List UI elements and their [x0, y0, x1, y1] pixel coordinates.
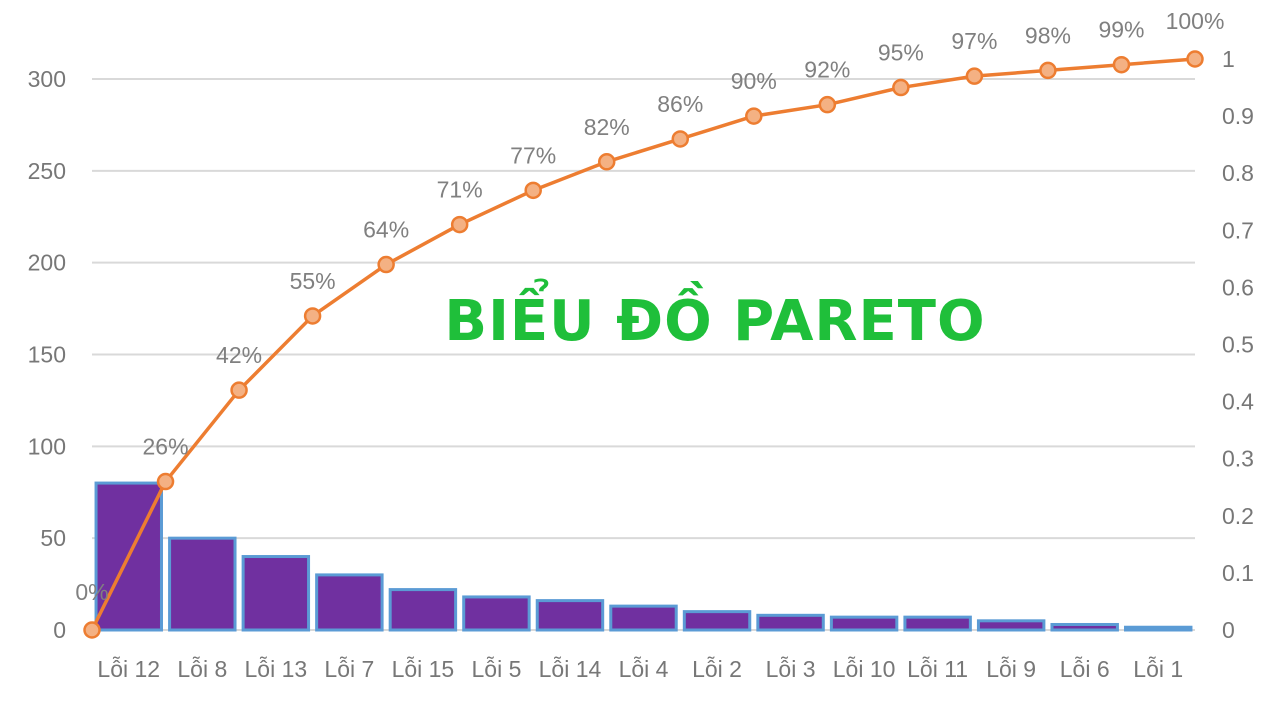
bar-series: [94, 481, 1193, 632]
bar: [1124, 625, 1193, 632]
cumulative-data-label: 97%: [951, 28, 997, 54]
right-tick-label: 1: [1222, 46, 1235, 72]
bar: [241, 555, 311, 632]
cumulative-data-label: 77%: [510, 142, 556, 168]
category-label: Lỗi 11: [907, 656, 968, 682]
cumulative-data-label: 0%: [75, 579, 108, 605]
right-tick-label: 0.4: [1222, 389, 1254, 415]
cumulative-data-label: 100%: [1166, 8, 1225, 34]
left-tick-label: 0: [53, 617, 66, 643]
right-tick-label: 0.8: [1222, 160, 1254, 186]
overlay-title: BIỂU ĐỒ PARETO: [444, 280, 985, 354]
line-marker: [818, 95, 837, 114]
category-label: Lỗi 9: [986, 656, 1036, 682]
bar: [462, 595, 531, 632]
line-marker: [965, 67, 984, 85]
right-tick-label: 0: [1222, 617, 1235, 643]
category-label: Lỗi 10: [833, 656, 896, 682]
cumulative-data-labels: 0% 26% 42% 55% 64% 71% 77% 82% 86% 90% 92% 95% 97% 98…: [75, 8, 1224, 605]
bar: [976, 619, 1046, 632]
line-marker: [745, 107, 763, 125]
right-tick-label: 0.1: [1222, 560, 1254, 586]
bar: [829, 615, 899, 632]
category-label: Lỗi 5: [471, 656, 521, 682]
cumulative-data-label: 86%: [657, 91, 703, 117]
line-marker: [230, 381, 248, 399]
line-marker: [1186, 50, 1204, 68]
line-marker: [671, 130, 690, 148]
category-label: Lỗi 7: [324, 656, 374, 682]
left-tick-label: 200: [28, 250, 66, 276]
category-label: Lỗi 8: [177, 656, 227, 682]
cumulative-data-label: 90%: [731, 68, 777, 94]
right-tick-label: 0.6: [1222, 274, 1254, 300]
bar: [903, 615, 972, 632]
cumulative-line: [90, 57, 1196, 631]
cumulative-data-label: 98%: [1025, 22, 1071, 48]
line-marker: [892, 78, 910, 97]
line-marker: [83, 621, 101, 639]
cumulative-data-label: 82%: [584, 114, 630, 140]
cumulative-data-label: 26%: [143, 434, 189, 460]
right-axis-ticks: 0 0.1 0.2 0.3 0.4 0.5 0.6 0.7 0.8 0.9 1: [1222, 46, 1254, 643]
line-marker: [1112, 55, 1131, 74]
category-label: Lỗi 6: [1060, 656, 1110, 682]
cumulative-data-label: 95%: [878, 40, 924, 66]
left-tick-label: 150: [28, 342, 66, 368]
line-marker: [377, 255, 395, 274]
bar: [388, 588, 458, 632]
category-label: Lỗi 3: [766, 656, 816, 682]
bar: [315, 573, 384, 632]
bar: [168, 536, 237, 632]
category-label: Lỗi 14: [539, 656, 602, 682]
left-tick-label: 50: [40, 525, 66, 551]
left-tick-label: 250: [28, 158, 66, 184]
line-marker: [1039, 61, 1057, 80]
bar: [609, 604, 678, 632]
right-tick-label: 0.7: [1222, 217, 1254, 243]
line-marker: [303, 307, 322, 325]
bar: [756, 613, 825, 632]
right-tick-label: 0.3: [1222, 446, 1254, 472]
line-marker: [597, 153, 616, 171]
category-label: Lỗi 13: [244, 656, 307, 682]
category-label: Lỗi 4: [619, 656, 669, 682]
left-axis-ticks: 0 50 100 150 200 250 300: [28, 66, 66, 643]
left-tick-label: 100: [28, 433, 66, 459]
cumulative-data-label: 71%: [437, 177, 483, 203]
bar: [682, 610, 752, 632]
category-label: Lỗi 2: [692, 656, 742, 682]
cumulative-data-label: 55%: [290, 268, 336, 294]
bar: [535, 599, 605, 632]
line-marker: [156, 472, 175, 491]
category-label: Lỗi 12: [97, 656, 160, 682]
line-marker: [450, 215, 469, 234]
left-tick-label: 300: [28, 66, 66, 92]
line-marker: [524, 181, 542, 200]
category-label: Lỗi 15: [392, 656, 455, 682]
cumulative-data-label: 99%: [1098, 17, 1144, 43]
right-tick-label: 0.9: [1222, 103, 1254, 129]
category-axis-labels: Lỗi 12 Lỗi 8 Lỗi 13 Lỗi 7 Lỗi 15 Lỗi 5 Lỗi 14 L…: [97, 656, 1183, 682]
cumulative-line-series: [83, 50, 1204, 639]
right-tick-label: 0.2: [1222, 503, 1254, 529]
cumulative-data-label: 92%: [804, 57, 850, 83]
category-label: Lỗi 1: [1133, 656, 1183, 682]
bar: [1050, 622, 1119, 632]
right-tick-label: 0.5: [1222, 332, 1254, 358]
cumulative-data-label: 64%: [363, 217, 409, 243]
cumulative-data-label: 42%: [216, 342, 262, 368]
